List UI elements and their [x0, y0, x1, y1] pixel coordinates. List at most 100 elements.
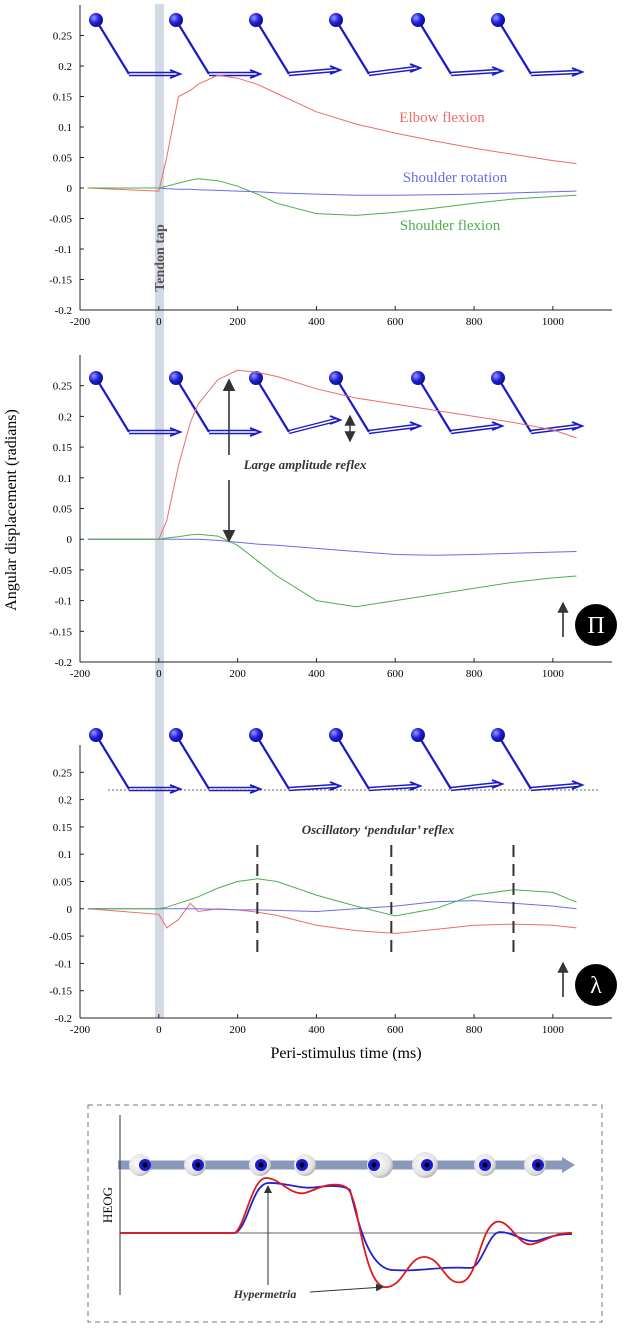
x-tick-label: -200 — [70, 668, 91, 680]
forearm — [288, 67, 337, 74]
shoulder-ball — [249, 728, 263, 742]
y-tick-label: 0.1 — [58, 849, 72, 861]
shoulder-ball — [329, 13, 343, 27]
hand — [169, 427, 183, 437]
hand — [491, 779, 505, 789]
series-line — [87, 538, 577, 556]
forearm — [288, 417, 337, 432]
x-tick-label: -200 — [70, 1024, 91, 1036]
x-tick-label: 200 — [229, 668, 246, 680]
y-tick-label: 0.1 — [58, 473, 72, 485]
y-tick-label: 0.05 — [53, 504, 73, 516]
series-line — [87, 187, 577, 196]
hand — [249, 69, 263, 79]
y-tick-label: -0.1 — [55, 596, 72, 608]
hand — [249, 784, 263, 794]
hand — [329, 415, 343, 425]
hand — [409, 421, 423, 431]
y-tick-label: -0.15 — [49, 986, 72, 998]
pupil — [142, 1162, 148, 1168]
series-line — [87, 902, 577, 934]
x-tick-label: 400 — [308, 1024, 325, 1036]
y-tick-label: -0.1 — [55, 244, 72, 256]
annotation: Oscillatory ‘pendular’ reflex — [302, 822, 455, 837]
forearm — [368, 423, 417, 432]
upper-arm — [335, 19, 370, 75]
upper-arm — [497, 734, 532, 790]
x-tick-label: 800 — [466, 1024, 483, 1036]
shoulder-ball — [329, 371, 343, 385]
param-symbol: λ — [590, 973, 602, 999]
forearm — [368, 783, 417, 789]
y-tick-label: 0.25 — [53, 381, 73, 393]
shoulder-ball — [491, 371, 505, 385]
series-label: Shoulder flexion — [400, 218, 501, 234]
forearm — [530, 785, 579, 792]
series-line — [87, 878, 577, 917]
y-tick-label: -0.05 — [49, 931, 72, 943]
shoulder-ball — [249, 13, 263, 27]
pupil — [299, 1162, 305, 1168]
x-tick-label: 600 — [387, 316, 404, 328]
series-label: Elbow flexion — [399, 110, 485, 126]
shoulder-ball — [89, 371, 103, 385]
x-tick-label: 200 — [229, 316, 246, 328]
forearm — [450, 68, 499, 74]
upper-arm — [335, 377, 370, 433]
upper-arm — [255, 19, 290, 75]
hand — [491, 421, 505, 431]
x-tick-label: 800 — [466, 668, 483, 680]
y-tick-label: -0.2 — [55, 657, 72, 669]
pupil — [195, 1162, 201, 1168]
shoulder-ball — [169, 728, 183, 742]
upper-arm — [175, 734, 210, 790]
x-tick-label: 1000 — [542, 1024, 565, 1036]
upper-arm — [497, 19, 532, 75]
hand — [409, 781, 423, 791]
series-label: Shoulder rotation — [403, 170, 508, 186]
forearm — [450, 781, 499, 789]
x-tick-label: 0 — [156, 668, 162, 680]
x-tick-label: 200 — [229, 1024, 246, 1036]
upper-arm — [175, 19, 210, 75]
tendon-tap-band — [155, 4, 164, 1018]
x-tick-label: 1000 — [542, 668, 565, 680]
param-symbol: Π — [587, 613, 604, 639]
y-tick-label: 0.25 — [53, 31, 73, 43]
x-tick-label: 800 — [466, 316, 483, 328]
forearm — [530, 782, 579, 789]
heog-trace-red — [120, 1177, 573, 1288]
y-tick-label: 0 — [67, 534, 73, 546]
upper-arm — [255, 377, 290, 433]
hypermetria-arrow — [309, 1283, 384, 1293]
shoulder-ball — [411, 371, 425, 385]
x-tick-label: 600 — [387, 1024, 404, 1036]
x-tick-label: 0 — [156, 1024, 162, 1036]
y-tick-label: 0.15 — [53, 442, 73, 454]
upper-arm — [95, 19, 130, 75]
forearm — [288, 70, 337, 77]
x-tick-label: -200 — [70, 316, 91, 328]
y-tick-label: 0 — [67, 183, 73, 195]
forearm — [288, 783, 337, 789]
forearm — [450, 71, 499, 77]
y-tick-label: -0.1 — [55, 958, 72, 970]
forearm — [450, 426, 499, 435]
series-line — [87, 369, 577, 540]
upper-arm — [95, 377, 130, 433]
hand — [249, 427, 263, 437]
hand — [169, 69, 183, 79]
x-tick-label: 0 — [156, 316, 162, 328]
upper-arm — [335, 734, 370, 790]
hand — [409, 63, 423, 73]
hand — [329, 781, 343, 791]
y-tick-label: -0.15 — [49, 275, 72, 287]
pupil — [258, 1162, 264, 1168]
y-tick-label: -0.05 — [49, 214, 72, 226]
x-tick-label: 400 — [308, 668, 325, 680]
hand — [571, 780, 585, 790]
series-line — [87, 178, 577, 216]
forearm — [368, 68, 417, 77]
series-line — [87, 533, 577, 608]
